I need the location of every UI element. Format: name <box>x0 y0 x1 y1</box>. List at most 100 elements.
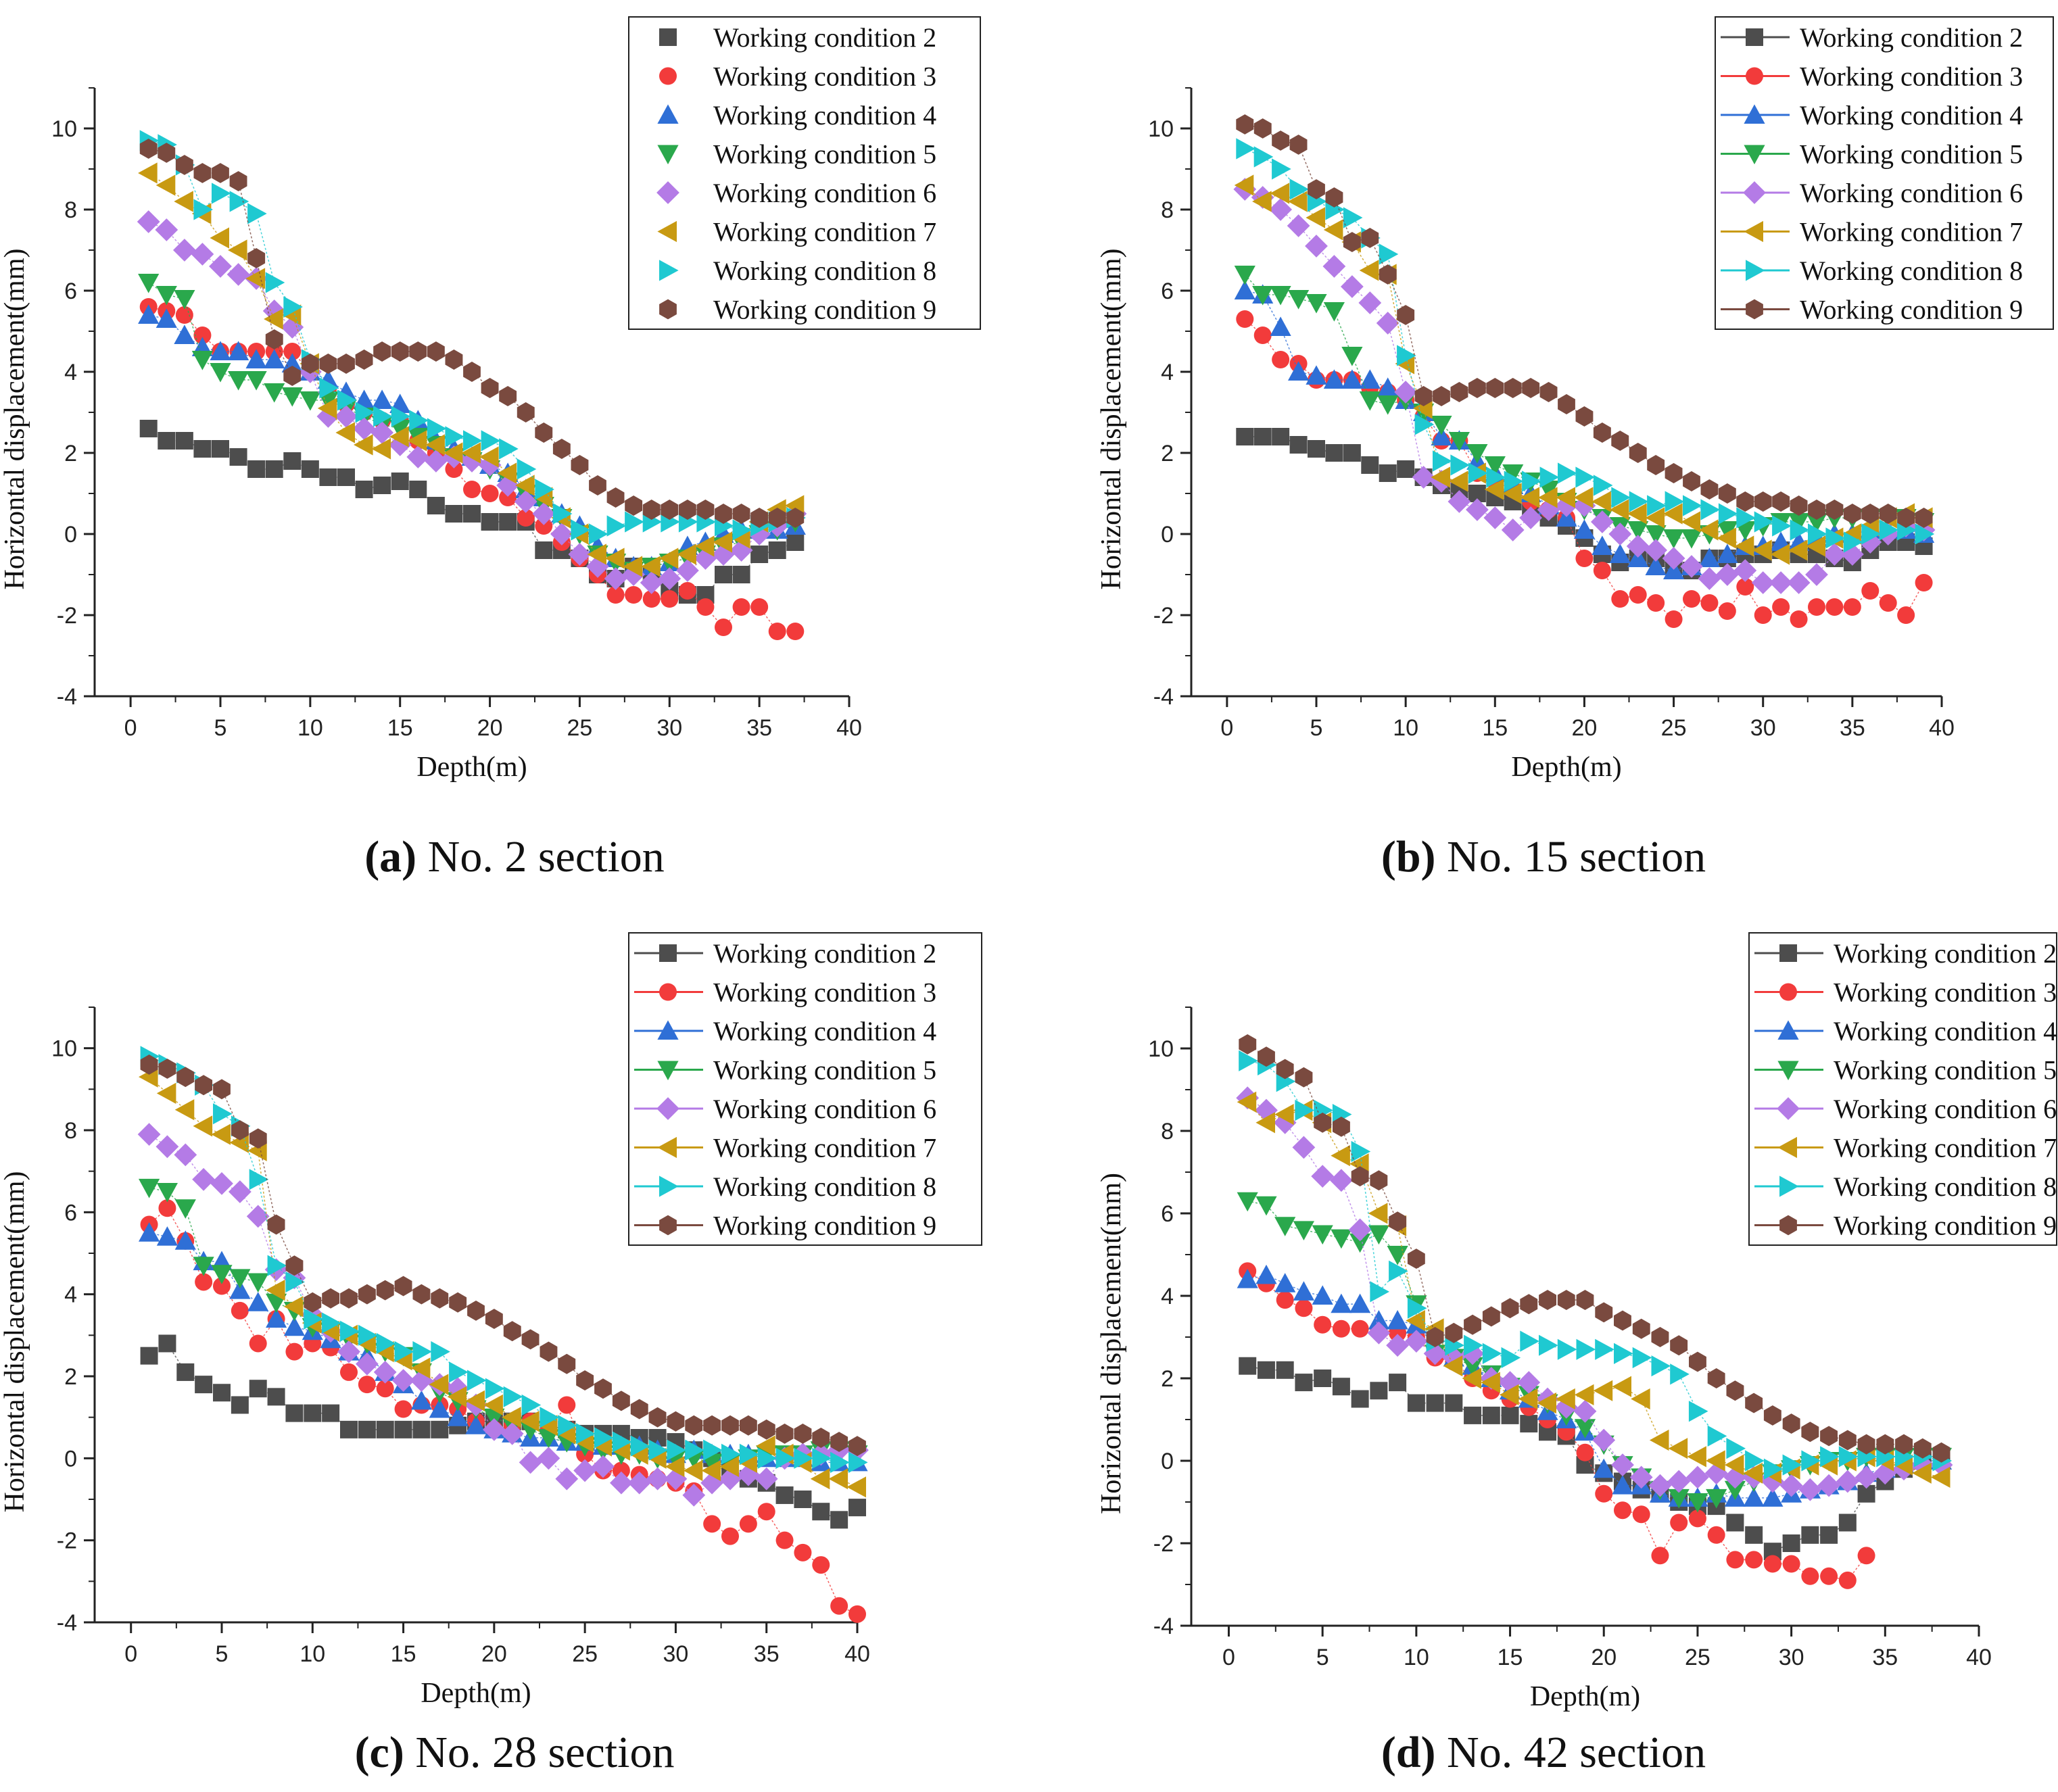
data-point-b <box>1573 519 1595 539</box>
data-point-c <box>465 1415 487 1434</box>
data-point-d <box>1520 1294 1538 1315</box>
data-point-c <box>358 1284 376 1305</box>
data-point-b <box>1645 556 1667 575</box>
x-tick-label-d: 25 <box>1685 1645 1710 1670</box>
data-point-a <box>515 475 535 496</box>
data-point-d <box>1782 1413 1800 1434</box>
data-point-c <box>176 1363 195 1381</box>
data-point-c <box>394 1276 412 1297</box>
data-point-a <box>694 547 717 570</box>
legend-label-c: Working condition 3 <box>713 977 936 1008</box>
data-point-a <box>174 324 195 344</box>
data-point-b <box>1790 610 1808 628</box>
data-point-b <box>1272 158 1291 180</box>
legend-label-c: Working condition 5 <box>713 1055 936 1086</box>
legend-label-a: Working condition 8 <box>713 256 936 286</box>
data-point-b <box>1626 535 1650 558</box>
data-point-c <box>521 1394 542 1416</box>
data-point-c <box>340 1420 358 1438</box>
data-point-c <box>211 1265 233 1284</box>
data-point-d <box>1351 1140 1371 1163</box>
data-point-c <box>519 1451 542 1474</box>
legend-label-d: Working condition 7 <box>1834 1133 2057 1163</box>
x-tick-label-a: 10 <box>297 715 323 741</box>
data-point-c <box>283 1296 304 1317</box>
data-point-c <box>485 1309 503 1329</box>
data-point-a <box>226 263 250 286</box>
data-point-a <box>409 410 429 431</box>
data-point-d <box>1723 1466 1747 1489</box>
data-point-a <box>191 351 213 370</box>
x-tick-label-b: 0 <box>1220 715 1233 741</box>
data-point-a <box>301 354 319 374</box>
y-tick-label-c: 0 <box>64 1446 77 1472</box>
data-point-b <box>1627 503 1647 525</box>
data-point-d <box>1595 1302 1613 1323</box>
data-point-b <box>1808 500 1825 520</box>
data-point-d <box>1426 1394 1444 1412</box>
data-point-c <box>231 1301 249 1319</box>
data-point-d <box>1501 1298 1519 1319</box>
data-point-c <box>739 1515 757 1533</box>
data-point-a <box>212 440 229 458</box>
data-point-d <box>1331 1229 1352 1249</box>
data-point-d <box>1295 1099 1314 1121</box>
legend-label-b: Working condition 5 <box>1800 139 2023 170</box>
data-point-c <box>685 1439 704 1461</box>
data-point-d <box>1932 1442 1951 1463</box>
data-point-b <box>1718 483 1736 504</box>
data-point-d <box>1520 1415 1538 1433</box>
data-point-a <box>391 341 409 362</box>
legend-label-d: Working condition 4 <box>1834 1016 2057 1046</box>
data-point-c <box>555 1467 579 1491</box>
data-point-b <box>1522 378 1540 398</box>
data-point-a <box>283 296 303 318</box>
data-point-a <box>786 533 805 551</box>
data-point-d <box>1389 1374 1407 1392</box>
y-tick-label-a: -4 <box>57 684 77 710</box>
data-point-a <box>606 515 627 537</box>
data-point-a <box>696 598 715 616</box>
data-point-d <box>1351 1390 1369 1408</box>
data-point-b <box>1683 471 1700 491</box>
data-point-d <box>1686 1466 1709 1489</box>
data-point-a <box>281 316 304 339</box>
data-point-c <box>756 1435 775 1457</box>
x-tick-label-a: 40 <box>836 715 862 741</box>
y-tick-label-a: 10 <box>51 116 77 142</box>
data-point-d <box>1576 1443 1594 1461</box>
data-point-d <box>1389 1211 1407 1232</box>
legend-marker-b <box>1744 145 1765 165</box>
data-point-a <box>337 468 355 486</box>
legend-marker-d <box>1779 944 1797 962</box>
data-point-d <box>1237 1091 1257 1113</box>
data-point-a <box>625 495 643 516</box>
data-point-c <box>213 1103 233 1125</box>
data-point-d <box>1612 1475 1633 1495</box>
data-point-a <box>678 582 696 600</box>
data-point-c <box>520 1411 540 1432</box>
y-tick-label-a: -2 <box>57 603 77 629</box>
data-point-c <box>794 1424 812 1444</box>
data-point-d <box>1745 1526 1763 1544</box>
x-tick-label-c: 0 <box>124 1641 137 1667</box>
data-point-d <box>1274 1217 1296 1236</box>
x-tick-label-d: 20 <box>1591 1645 1617 1670</box>
data-point-d <box>1632 1505 1650 1524</box>
data-point-d <box>1330 1169 1353 1192</box>
data-point-a <box>373 341 391 362</box>
data-point-b <box>1698 548 1720 567</box>
data-point-b <box>1592 535 1613 555</box>
legend-marker-d <box>1777 1097 1800 1120</box>
data-point-b <box>1645 525 1667 545</box>
data-point-c <box>703 1515 721 1533</box>
data-point-d <box>1386 1334 1409 1357</box>
data-point-c <box>267 1255 287 1276</box>
data-point-d <box>1593 1380 1613 1401</box>
data-point-c <box>757 1419 775 1440</box>
data-point-c <box>322 1288 340 1309</box>
data-point-c <box>739 1415 757 1436</box>
data-point-a <box>247 248 266 268</box>
data-point-d <box>1295 1374 1313 1392</box>
data-point-c <box>283 1316 305 1336</box>
